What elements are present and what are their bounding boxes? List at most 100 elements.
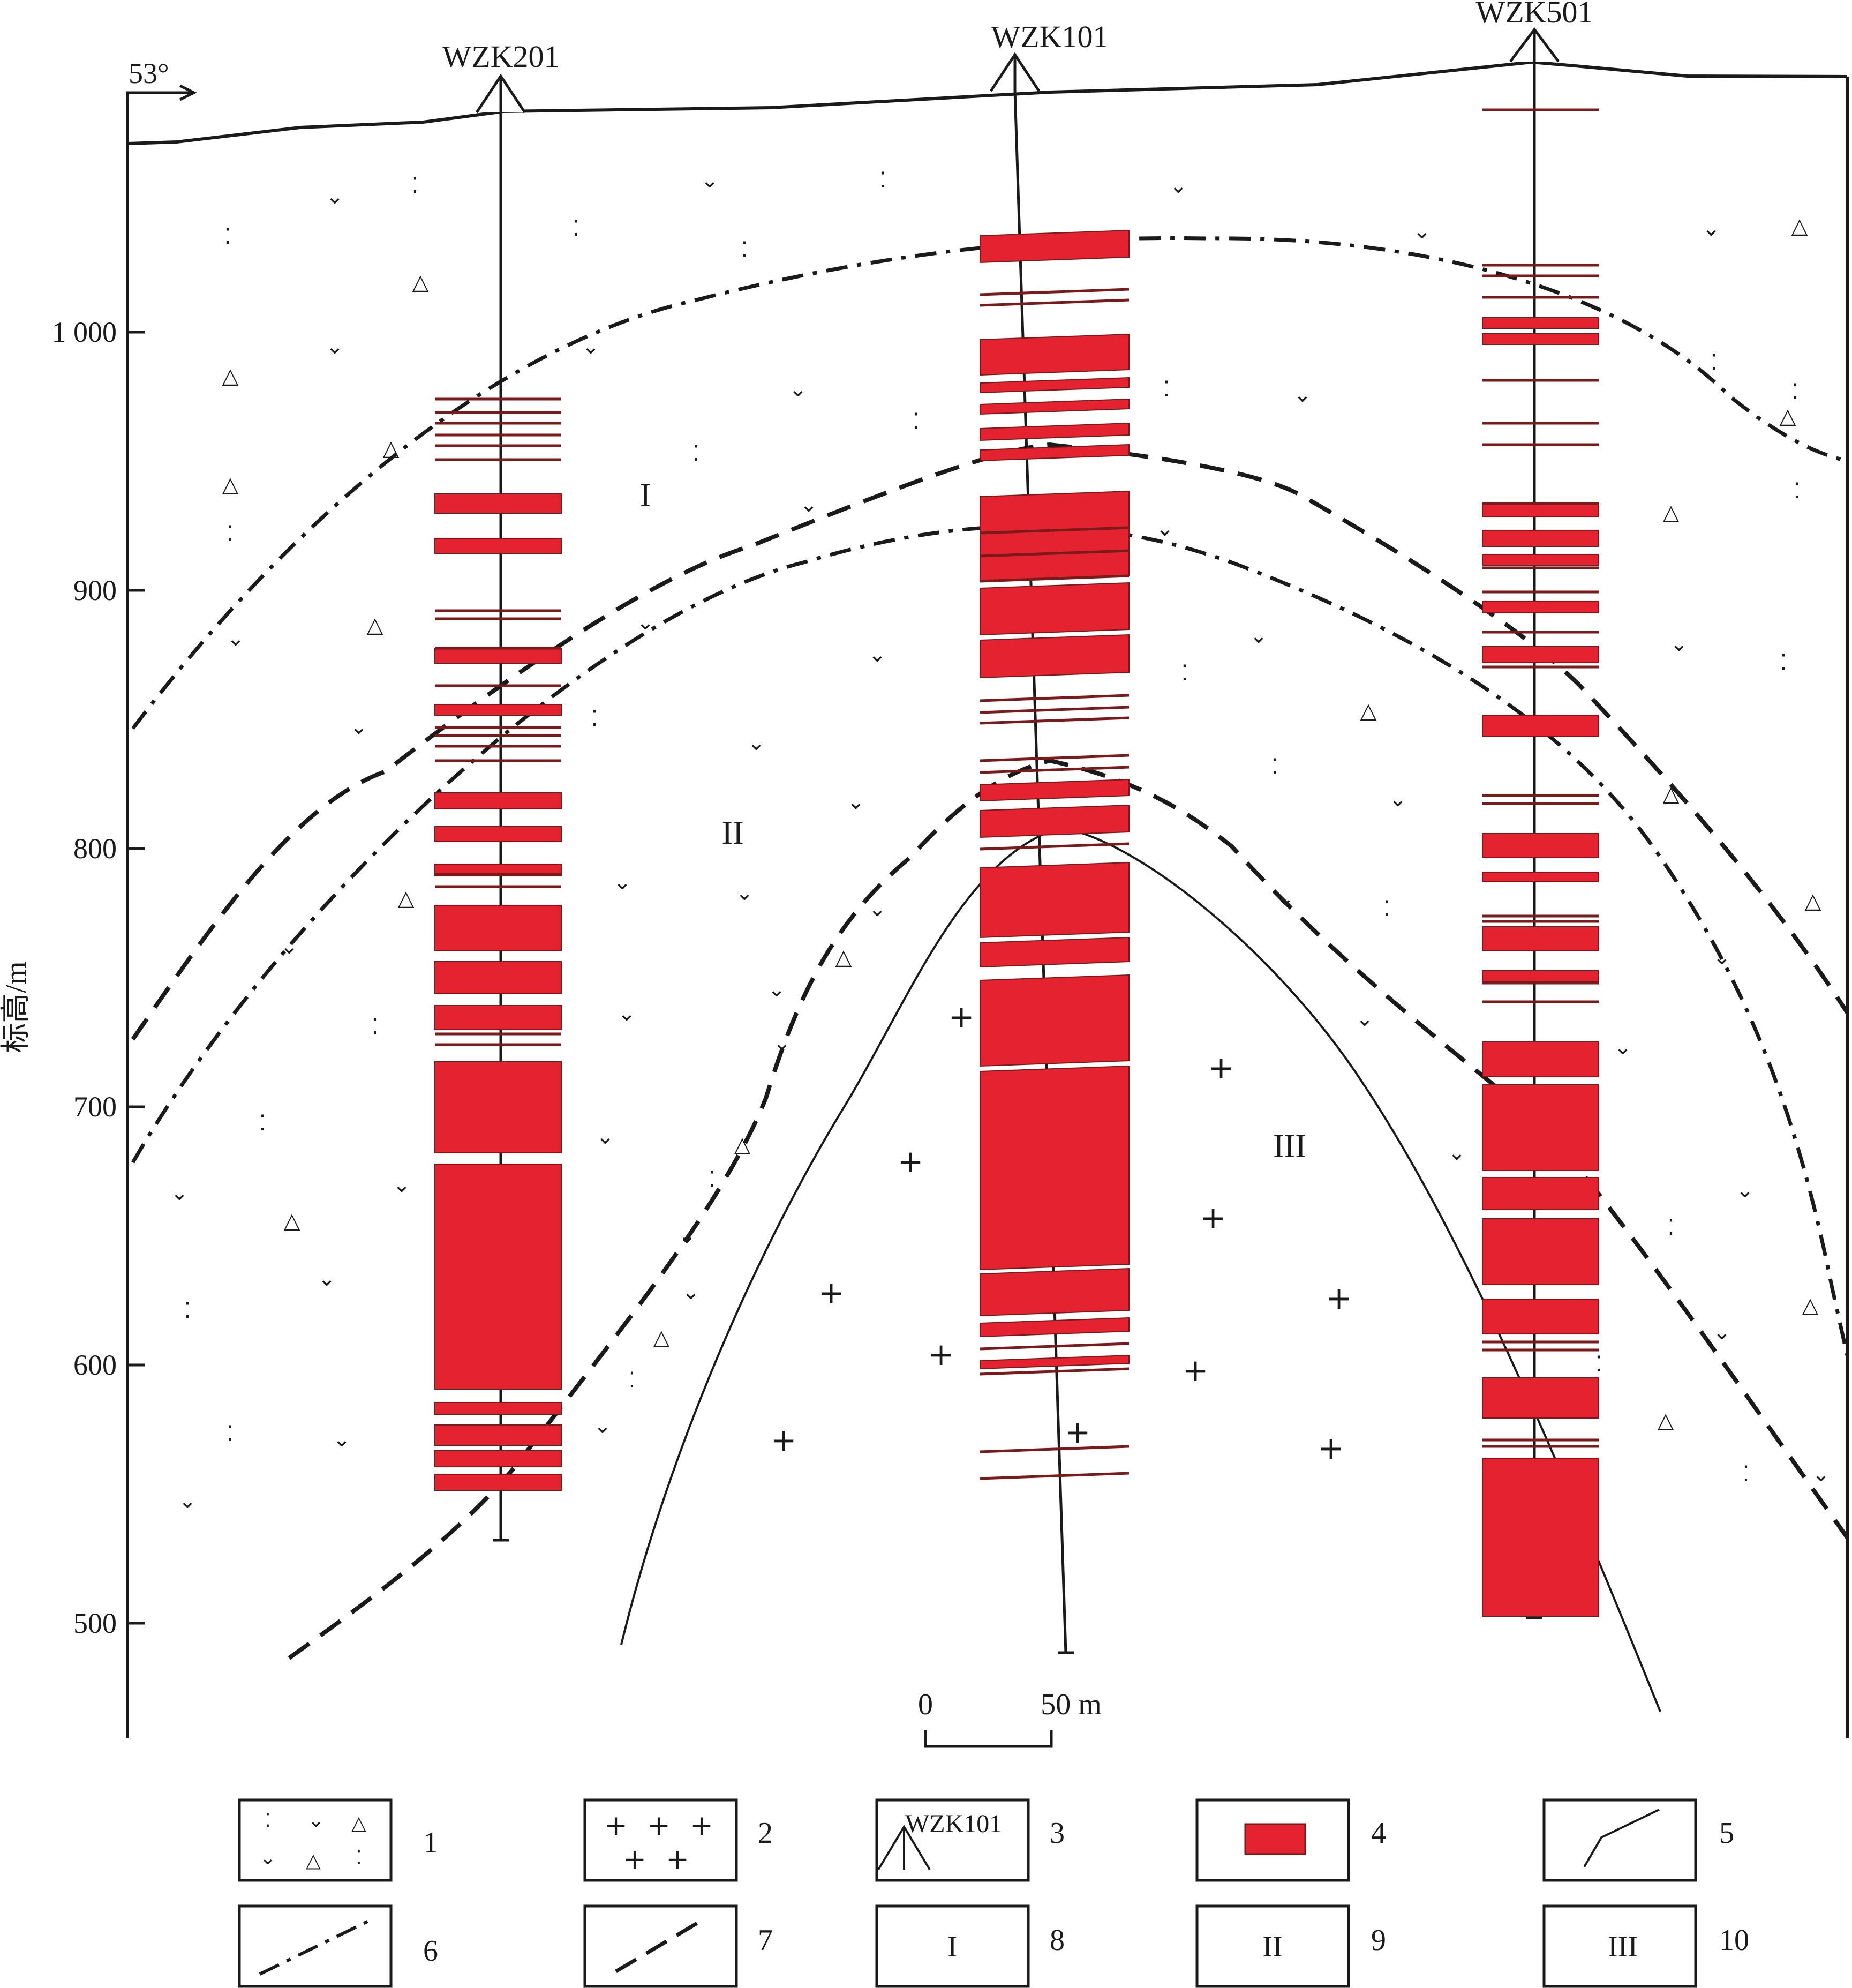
thin-ore-seam xyxy=(980,526,1130,535)
tuff-symbol: ⌄ xyxy=(1356,1007,1374,1031)
tuff-symbol: ⁚ xyxy=(227,522,234,546)
orebody xyxy=(434,538,562,554)
orebody xyxy=(980,804,1130,838)
legend-number-1: 1 xyxy=(423,1826,438,1859)
thin-ore-seam xyxy=(980,716,1130,725)
orebody xyxy=(434,1424,562,1446)
tuff-symbol: ⌄ xyxy=(1614,1035,1632,1060)
legend-item-3: WZK101 3 xyxy=(875,1798,1065,1882)
legend-item-1: ⁚ ⌄ △ ⌄ △ ⁚ 1 xyxy=(238,1798,438,1882)
tuff-symbol: ⁚ xyxy=(1181,661,1188,686)
granite-cross-symbol: + xyxy=(1208,1049,1234,1086)
orebody xyxy=(980,1354,1130,1370)
orebody xyxy=(1482,530,1599,547)
tuff-symbol: ⌄ xyxy=(789,377,807,402)
orebody xyxy=(1482,554,1599,566)
tuff-symbol: ⁚ xyxy=(709,1167,716,1192)
thin-ore-seam xyxy=(980,1367,1130,1376)
orebody xyxy=(434,961,562,994)
granite-cross-symbol: + xyxy=(771,1422,797,1458)
tuff-symbol: ⁚ xyxy=(741,238,748,262)
thin-ore-seam xyxy=(980,706,1130,714)
orebody xyxy=(980,974,1130,1067)
tuff-symbol: ⁚ xyxy=(1163,377,1170,402)
tuff-symbol: ⁚ xyxy=(1794,479,1801,504)
borehole-traces xyxy=(493,62,1542,1654)
tuff-symbol: ⌄ xyxy=(1702,216,1720,241)
tuff-symbol: ⁚ xyxy=(1384,897,1391,921)
orebody xyxy=(1482,926,1599,951)
orebody xyxy=(1482,1177,1599,1210)
tuff-symbol: △ xyxy=(1658,1408,1674,1433)
tuff-symbol: ⌄ xyxy=(593,1414,612,1438)
tuff-symbol: ⌄ xyxy=(227,626,245,651)
tuff-symbol: △ xyxy=(222,472,239,497)
legend-number-9: 9 xyxy=(1371,1924,1386,1957)
thin-ore-seam xyxy=(980,1445,1130,1453)
orebody xyxy=(980,1317,1130,1338)
tuff-symbol: △ xyxy=(1663,500,1680,525)
legend-number-5: 5 xyxy=(1719,1817,1734,1850)
svg-text:⁚: ⁚ xyxy=(356,1847,362,1869)
orebody xyxy=(1482,1458,1599,1617)
orebody xyxy=(980,634,1130,679)
y-axis-label: 标高/m xyxy=(0,961,33,1053)
tuff-symbol: ⁚ xyxy=(573,216,579,241)
orebody xyxy=(980,490,1130,582)
granite-cross-symbol: + xyxy=(948,999,975,1035)
elevation-axis: 1 000 900 800 700 600 500 xyxy=(52,316,145,1639)
granite-cross-symbol: + xyxy=(818,1274,845,1311)
tuff-symbol: ⌄ xyxy=(1389,787,1407,812)
axis-tick-label: 800 xyxy=(73,832,117,865)
orebody xyxy=(434,826,562,842)
orebodies xyxy=(434,108,1599,1617)
orebodies-wzk201 xyxy=(434,397,562,1491)
zone-label-iii: III xyxy=(1273,1128,1306,1165)
tuff-symbol: ⌄ xyxy=(393,1173,411,1197)
tuff-symbol: △ xyxy=(1802,1293,1819,1318)
granite-cross-symbol: + xyxy=(898,1143,924,1180)
orebody xyxy=(1482,317,1599,329)
tuff-symbol: ⁚ xyxy=(184,1299,191,1323)
orebody xyxy=(980,444,1130,462)
axis-tick-label: 1 000 xyxy=(52,316,117,348)
orebody xyxy=(434,1061,562,1153)
thin-ore-seam xyxy=(980,1342,1130,1351)
tuff-symbol: ⁚ xyxy=(1780,650,1787,675)
tuff-symbol: ⌄ xyxy=(636,610,654,635)
svg-text:⁚: ⁚ xyxy=(265,1810,270,1832)
legend-item-6: 6 xyxy=(238,1904,438,1988)
tuff-symbol: ⌄ xyxy=(1713,1320,1731,1345)
orebody xyxy=(434,1402,562,1415)
orebody xyxy=(434,1450,562,1467)
axis-tick-label: 600 xyxy=(73,1349,117,1381)
orientation-label: 53° xyxy=(129,57,169,89)
tuff-symbol: ⌄ xyxy=(682,1280,700,1304)
tuff-symbol: ⌄ xyxy=(735,881,754,905)
orebody xyxy=(980,1065,1130,1271)
legend-number-8: 8 xyxy=(1050,1924,1065,1957)
orebody xyxy=(980,582,1130,636)
tuff-symbol: ⁚ xyxy=(913,409,920,434)
borehole-label-wzk501: WZK501 xyxy=(1475,0,1593,29)
legend-number-3: 3 xyxy=(1050,1817,1065,1850)
tuff-symbol: △ xyxy=(398,886,415,911)
orebodies-wzk501 xyxy=(1482,108,1599,1617)
svg-text:⌄: ⌄ xyxy=(308,1810,324,1832)
scale-bar-end: 50 m xyxy=(1041,1688,1102,1721)
orebody xyxy=(980,398,1130,415)
legend-drillhole-text: WZK101 xyxy=(905,1810,1002,1838)
tuff-symbol: ⌄ xyxy=(1448,1141,1466,1165)
svg-text:△: △ xyxy=(351,1812,366,1834)
orebody xyxy=(980,377,1130,394)
orebody xyxy=(1482,1218,1599,1285)
tuff-symbol: ⌄ xyxy=(747,731,765,755)
zone-label-ii: II xyxy=(721,815,743,851)
tuff-symbol: ⌄ xyxy=(800,492,818,517)
tuff-symbol: ⌄ xyxy=(1293,382,1312,407)
thin-ore-seam xyxy=(980,754,1130,762)
axis-tick-label: 500 xyxy=(73,1607,117,1639)
tuff-symbol: ⁚ xyxy=(412,174,419,198)
tuff-symbol: ⁚ xyxy=(693,441,700,466)
tuff-symbol: △ xyxy=(367,613,383,637)
